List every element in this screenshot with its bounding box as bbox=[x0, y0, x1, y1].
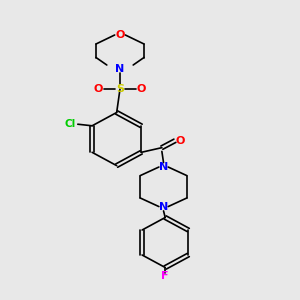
Text: Cl: Cl bbox=[65, 119, 76, 129]
Text: O: O bbox=[94, 84, 103, 94]
Text: N: N bbox=[116, 64, 124, 74]
Text: O: O bbox=[176, 136, 185, 146]
Text: N: N bbox=[159, 162, 168, 172]
Text: O: O bbox=[137, 84, 146, 94]
Text: F: F bbox=[161, 271, 169, 281]
Text: N: N bbox=[159, 202, 168, 212]
Text: S: S bbox=[116, 84, 124, 94]
Text: O: O bbox=[115, 30, 125, 40]
